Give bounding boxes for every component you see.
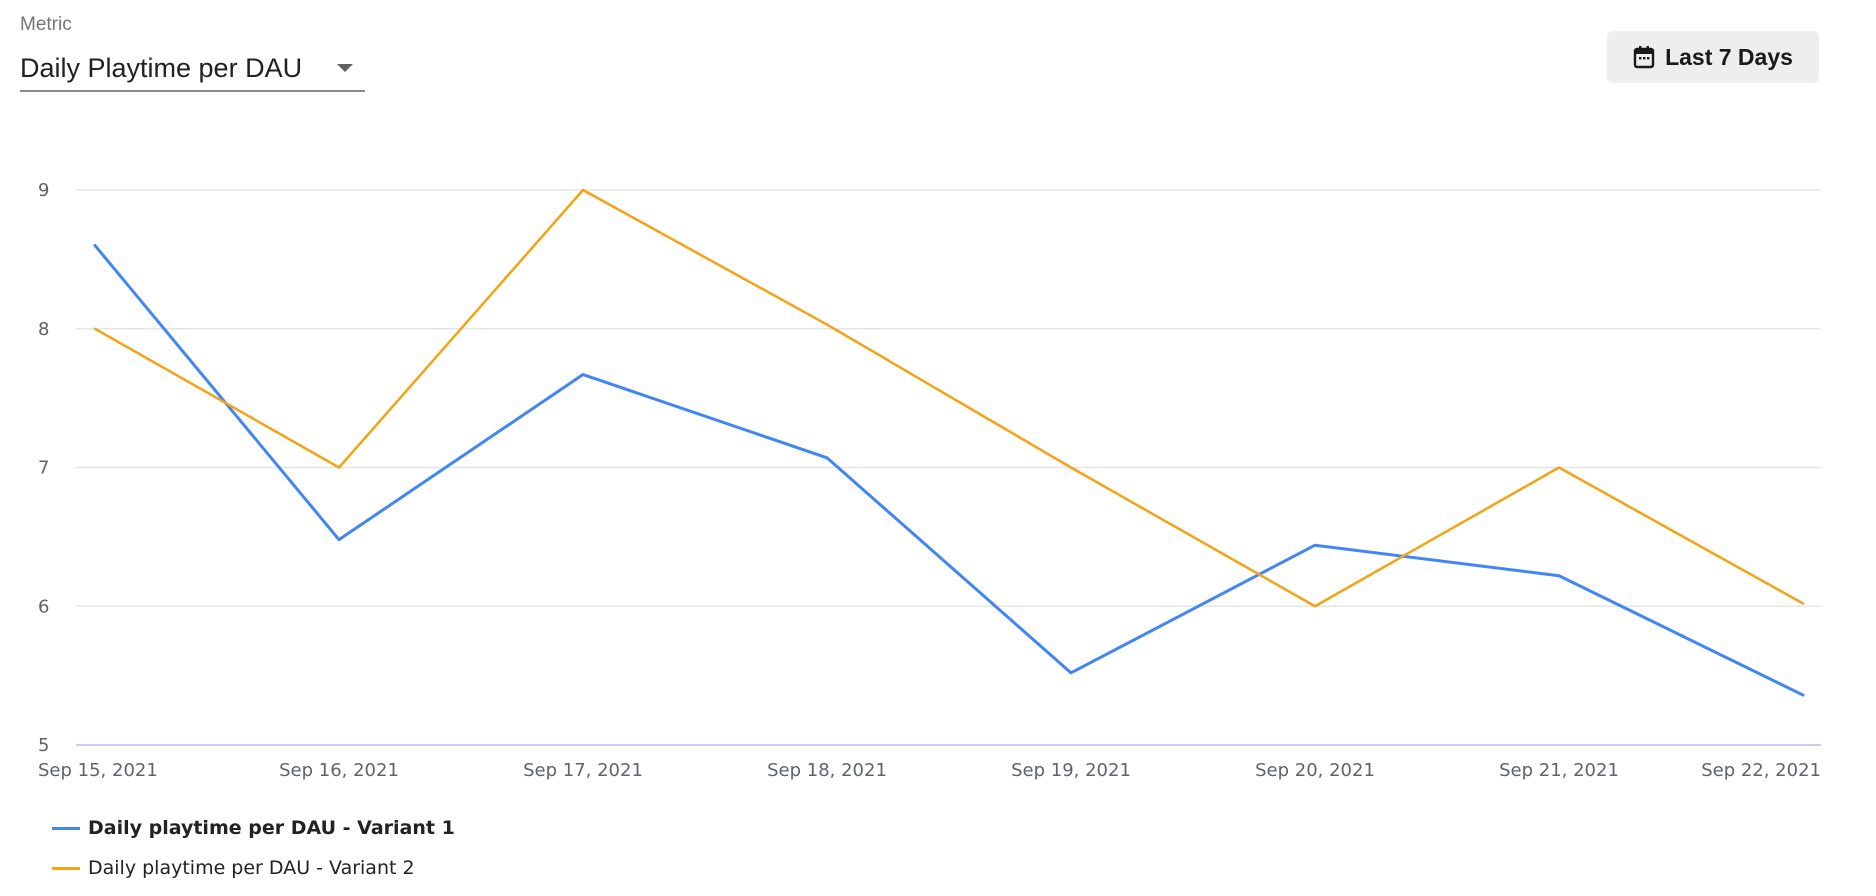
chart-legend: Daily playtime per DAU - Variant 1 Daily… — [52, 808, 455, 888]
metric-select[interactable]: Metric Daily Playtime per DAU — [20, 14, 365, 92]
y-tick-label: 6 — [38, 596, 49, 617]
y-tick-label: 5 — [38, 735, 49, 756]
calendar-icon — [1633, 45, 1655, 69]
metric-value: Daily Playtime per DAU — [20, 52, 303, 83]
series-line-variant-2 — [93, 188, 1805, 608]
legend-swatch-variant-2 — [52, 866, 80, 870]
legend-item-variant-1[interactable]: Daily playtime per DAU - Variant 1 — [52, 808, 455, 848]
line-chart: 5 6 7 8 9 Sep 15, 2021 Sep 16, 2021 Sep 17, 20… — [38, 180, 1821, 781]
legend-label-variant-1: Daily playtime per DAU - Variant 1 — [88, 817, 455, 839]
chevron-down-icon[interactable] — [337, 64, 353, 72]
metric-label: Metric — [20, 14, 72, 35]
x-tick-label: Sep 21, 2021 — [1499, 760, 1619, 781]
x-tick-label: Sep 15, 2021 — [38, 760, 158, 781]
metric-dropdown[interactable]: Daily Playtime per DAU — [20, 46, 365, 92]
date-range-button[interactable]: Last 7 Days — [1607, 31, 1819, 83]
x-tick-label: Sep 16, 2021 — [279, 760, 399, 781]
legend-label-variant-2: Daily playtime per DAU - Variant 2 — [88, 857, 415, 879]
legend-swatch-variant-1 — [52, 826, 80, 830]
y-tick-label: 8 — [38, 319, 49, 340]
date-range-label: Last 7 Days — [1665, 43, 1793, 70]
x-tick-label: Sep 18, 2021 — [767, 760, 887, 781]
series-line-variant-1 — [93, 244, 1805, 697]
x-tick-label: Sep 20, 2021 — [1255, 760, 1375, 781]
y-tick-label: 9 — [38, 180, 49, 201]
legend-item-variant-2[interactable]: Daily playtime per DAU - Variant 2 — [52, 848, 455, 888]
x-axis-ticks: Sep 15, 2021 Sep 16, 2021 Sep 17, 2021 Sep … — [38, 760, 1821, 781]
y-axis-ticks: 5 6 7 8 9 — [38, 180, 49, 756]
chart-series — [93, 188, 1805, 697]
x-tick-label: Sep 17, 2021 — [523, 760, 643, 781]
chart-grid — [76, 189, 1821, 746]
x-tick-label: Sep 19, 2021 — [1011, 760, 1131, 781]
x-tick-label: Sep 22, 2021 — [1701, 760, 1821, 781]
y-tick-label: 7 — [38, 458, 49, 479]
